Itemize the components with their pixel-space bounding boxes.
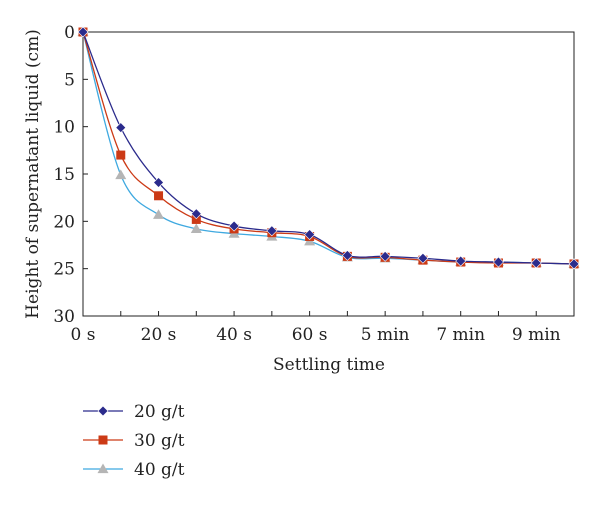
legend-item: 40 g/t: [83, 460, 185, 480]
data-point: [115, 169, 127, 180]
y-tick-label: 15: [53, 165, 75, 185]
series-line: [82, 31, 575, 265]
legend-label: 40 g/t: [134, 460, 185, 480]
axes: 0 5 10 15 20 25 300 s 20 s 40 s 60 s 5 min 7 min 9 m…: [53, 23, 575, 345]
data-point: [568, 258, 580, 270]
data-point: [417, 252, 429, 264]
data-point: [190, 223, 202, 234]
data-point: [228, 220, 240, 232]
data-point: [266, 225, 278, 237]
x-tick-label: 60 s: [292, 325, 328, 345]
x-tick-label: 9 min: [512, 325, 561, 345]
legend: 20 g/t 30 g/t 40 g/t: [83, 402, 185, 480]
y-tick-label: 0: [64, 23, 75, 43]
series-20-g-t: [77, 26, 580, 270]
series-40-g-t: [77, 26, 580, 269]
y-tick-label: 30: [53, 307, 75, 327]
legend-marker: [97, 463, 109, 474]
data-point: [530, 257, 542, 269]
series-30-g-t: [78, 27, 579, 269]
data-point: [379, 250, 391, 262]
data-point: [153, 177, 164, 188]
data-point: [341, 249, 353, 261]
data-point: [493, 256, 504, 268]
legend-marker: [98, 435, 108, 445]
legend-item: 30 g/t: [83, 431, 185, 451]
x-tick-label: 20 s: [141, 325, 177, 345]
data-point: [116, 150, 126, 160]
data-point: [455, 255, 467, 267]
series-line: [82, 31, 575, 265]
x-axis-title: Settling time: [273, 355, 385, 375]
data-point: [115, 122, 127, 134]
legend-marker: [97, 405, 109, 417]
data-point: [190, 208, 202, 220]
data-point: [154, 191, 164, 201]
legend-label: 30 g/t: [134, 431, 185, 451]
data-point: [153, 209, 165, 219]
plot-frame: [82, 31, 575, 317]
y-tick-label: 5: [64, 70, 75, 90]
x-tick-label: 7 min: [436, 325, 485, 345]
x-tick-label: 40 s: [216, 325, 252, 345]
y-tick-label: 25: [53, 260, 75, 280]
series-line: [82, 31, 575, 265]
data-point: [77, 26, 89, 38]
legend-item: 20 g/t: [83, 402, 185, 422]
data-point: [304, 229, 316, 241]
x-tick-label: 0 s: [71, 325, 96, 345]
y-axis-title: Height of supernatant liquid (cm): [23, 29, 43, 319]
data-point: [191, 214, 201, 224]
y-tick-label: 20: [53, 212, 75, 232]
legend-label: 20 g/t: [134, 402, 185, 422]
x-tick-label: 5 min: [361, 325, 410, 345]
series-layer: [77, 26, 580, 270]
y-tick-label: 10: [53, 118, 75, 138]
